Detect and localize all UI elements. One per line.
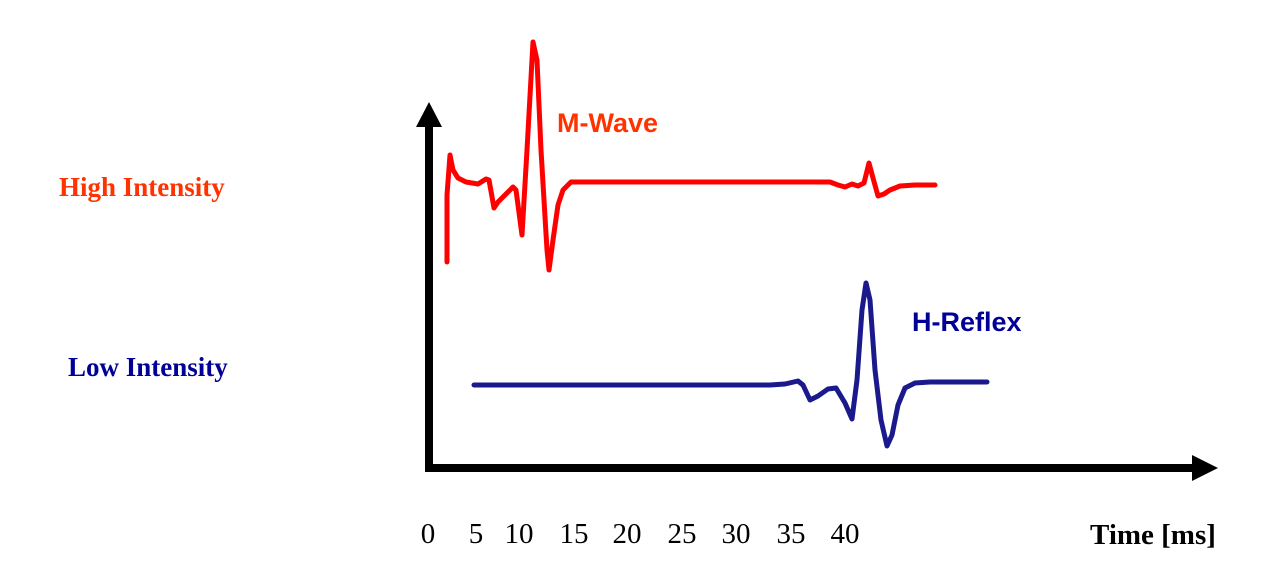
x-tick: 35 bbox=[776, 518, 806, 550]
x-tick: 30 bbox=[721, 518, 751, 550]
low-intensity-label: Low Intensity bbox=[68, 352, 228, 382]
x-axis-label: Time [ms] bbox=[1090, 519, 1216, 551]
x-tick: 20 bbox=[612, 518, 642, 550]
h-reflex-label: H-Reflex bbox=[912, 307, 1022, 337]
x-tick: 5 bbox=[468, 518, 484, 550]
x-axis-arrow-icon bbox=[1192, 455, 1218, 481]
high-intensity-trace bbox=[444, 39, 938, 273]
x-tick: 10 bbox=[504, 518, 534, 550]
low-intensity-trace bbox=[471, 280, 990, 449]
high-intensity-label: High Intensity bbox=[59, 172, 225, 202]
m-wave-label: M-Wave bbox=[557, 108, 659, 138]
x-tick: 40 bbox=[830, 518, 860, 550]
x-tick: 0 bbox=[420, 518, 436, 550]
x-tick: 25 bbox=[667, 518, 697, 550]
y-axis-arrow-icon bbox=[416, 102, 442, 127]
x-tick: 15 bbox=[559, 518, 589, 550]
